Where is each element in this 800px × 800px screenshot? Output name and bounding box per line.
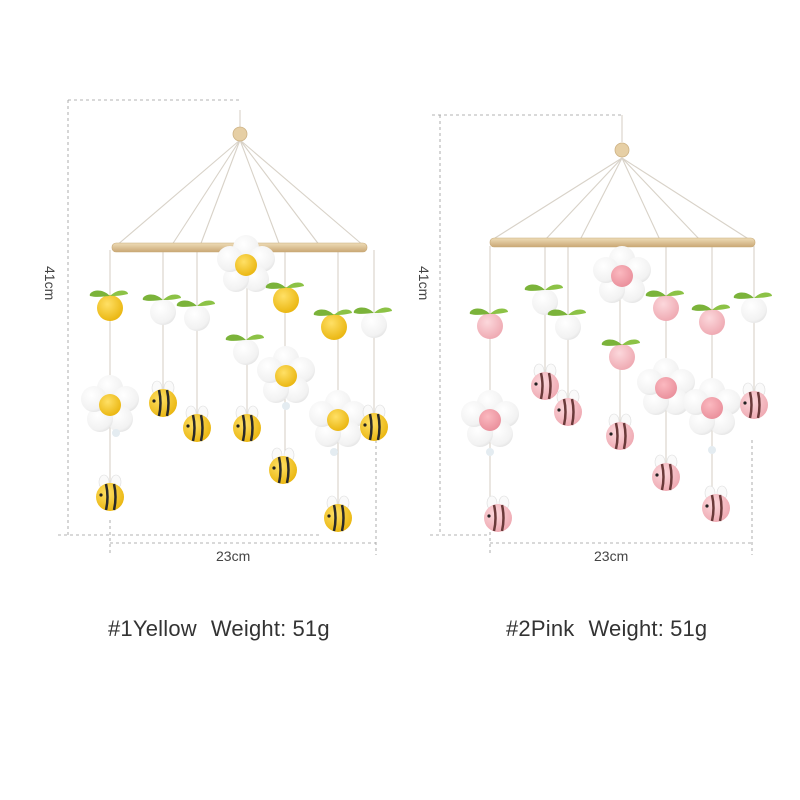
caption-yellow: #1Yellow Weight: 51g	[108, 616, 330, 642]
weight-value-yellow: 51g	[292, 616, 330, 641]
weight-value-pink: 51g	[670, 616, 708, 641]
width-label-yellow: 23cm	[216, 548, 251, 564]
width-label-pink: 23cm	[594, 548, 629, 564]
mobile-yellow	[58, 99, 392, 555]
caption-pink: #2Pink Weight: 51g	[506, 616, 707, 642]
variant-name-pink: #2Pink	[506, 616, 575, 641]
height-label-yellow: 41cm	[42, 266, 58, 301]
mobile-pink	[430, 114, 772, 555]
variant-name-yellow: #1Yellow	[108, 616, 197, 641]
dimension-guides-right	[430, 114, 753, 555]
dimension-guides-left	[58, 99, 377, 555]
weight-label-yellow: Weight:	[210, 616, 287, 641]
height-label-pink: 41cm	[416, 266, 432, 301]
weight-label-pink: Weight:	[588, 616, 665, 641]
